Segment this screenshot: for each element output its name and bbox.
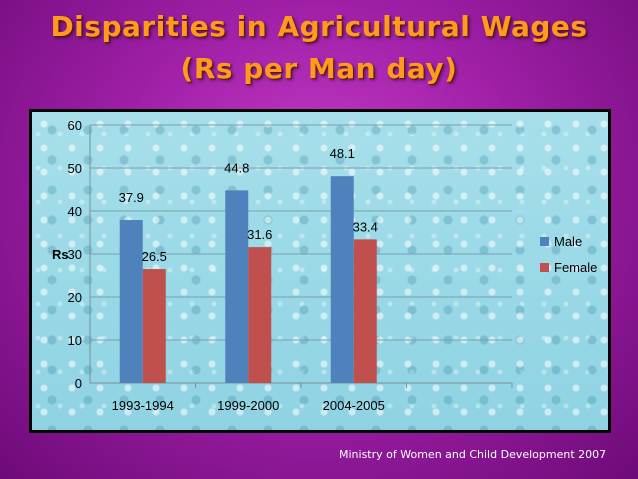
data-label: 26.5 bbox=[142, 249, 167, 264]
y-tick-label: 20 bbox=[68, 290, 82, 305]
data-label: 48.1 bbox=[330, 146, 355, 161]
y-axis-label: Rs bbox=[52, 247, 69, 262]
source-footer: Ministry of Women and Child Development … bbox=[339, 448, 607, 461]
y-tick-label: 30 bbox=[68, 247, 82, 262]
x-tick-label: 1999-2000 bbox=[217, 398, 279, 413]
legend-swatch-female bbox=[540, 263, 549, 272]
data-label: 33.4 bbox=[353, 219, 378, 234]
data-label: 31.6 bbox=[247, 227, 272, 242]
bar-female bbox=[142, 269, 166, 383]
data-label: 44.8 bbox=[224, 160, 249, 175]
y-tick-label: 10 bbox=[68, 333, 82, 348]
data-label: 37.9 bbox=[119, 190, 144, 205]
slide-title-line1: Disparities in Agricultural Wages bbox=[50, 10, 588, 43]
x-tick-label: 2004-2005 bbox=[323, 398, 385, 413]
y-tick-label: 50 bbox=[68, 161, 82, 176]
y-tick-label: 40 bbox=[68, 204, 82, 219]
bar-male bbox=[330, 176, 354, 383]
slide-title-line2: (Rs per Man day) bbox=[180, 52, 458, 85]
chart-frame: 0 10 20 30 40 50 60 Rs 1993-1994 37.9 26.5 1999-200… bbox=[29, 109, 611, 433]
bar-female bbox=[248, 247, 272, 383]
y-tick-label: 60 bbox=[68, 118, 82, 133]
bar-male bbox=[225, 190, 249, 383]
bar-chart: 0 10 20 30 40 50 60 Rs 1993-1994 37.9 26.5 1999-200… bbox=[52, 118, 597, 413]
y-tick-label: 0 bbox=[75, 376, 82, 391]
legend-swatch-male bbox=[540, 237, 549, 246]
bar-female bbox=[353, 239, 377, 383]
legend-label-female: Female bbox=[554, 260, 597, 275]
legend-label-male: Male bbox=[554, 234, 582, 249]
chart-area: 0 10 20 30 40 50 60 Rs 1993-1994 37.9 26.5 1999-200… bbox=[32, 112, 608, 430]
bar-male bbox=[119, 220, 143, 383]
x-tick-label: 1993-1994 bbox=[112, 398, 174, 413]
